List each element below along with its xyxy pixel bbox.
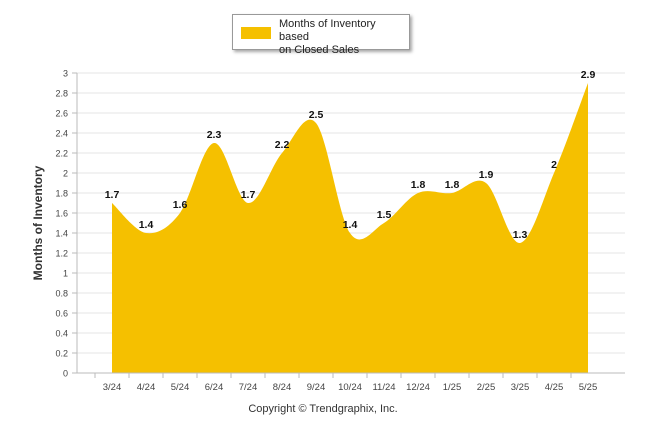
data-label: 2.9: [581, 69, 596, 81]
x-tick-label: 12/24: [406, 382, 430, 393]
data-label: 2.2: [275, 139, 290, 151]
y-tick-label: 1.4: [55, 229, 68, 239]
x-tick-label: 5/24: [171, 382, 190, 393]
y-tick-label: 2.8: [55, 89, 68, 99]
x-tick-label: 11/24: [372, 382, 395, 393]
x-tick-label: 3/25: [511, 382, 530, 393]
axes: [76, 73, 625, 374]
legend-label-line-2: on Closed Sales: [279, 44, 360, 56]
y-tick-label: 2.4: [55, 129, 68, 139]
x-tick-label: 8/24: [273, 382, 292, 393]
data-label: 1.3: [513, 229, 528, 241]
y-tick-label: 0.4: [55, 329, 68, 339]
y-tick-label: 1.6: [55, 209, 68, 219]
y-tick-label: 1.8: [55, 189, 68, 199]
x-tick-label: 4/24: [137, 382, 156, 393]
data-label: 1.4: [139, 219, 154, 231]
y-tick-label: 2: [63, 169, 68, 179]
legend-swatch: [241, 27, 271, 39]
y-tick-label: 1.2: [55, 249, 68, 259]
data-label: 2.3: [207, 129, 222, 141]
x-tick-label: 7/24: [239, 382, 258, 393]
x-tick-label: 9/24: [307, 382, 326, 393]
legend-label: Months of Inventory based on Closed Sale…: [279, 18, 407, 57]
legend-label-line-1: Months of Inventory based: [279, 18, 376, 43]
area-series: [112, 83, 588, 373]
area-fill: [112, 83, 588, 373]
data-label: 1.4: [343, 219, 358, 231]
y-tick-label: 0.6: [55, 309, 68, 319]
data-label: 1.6: [173, 199, 188, 211]
data-label: 1.7: [241, 189, 256, 201]
x-tick-label: 3/24: [103, 382, 122, 393]
y-tick-label: 2.6: [55, 109, 68, 119]
y-axis-label: Months of Inventory: [31, 165, 45, 280]
x-tick-label: 2/25: [477, 382, 496, 393]
data-label: 1.8: [445, 179, 460, 191]
x-tick-labels: 3/24 4/24 5/24 6/24 7/24 8/24 9/24 10/24 11/24 12…: [94, 373, 598, 393]
y-tick-label: 0: [63, 369, 68, 379]
y-tick-label: 3: [63, 69, 68, 79]
data-label: 1.9: [479, 169, 494, 181]
legend[interactable]: Months of Inventory based on Closed Sale…: [232, 14, 410, 56]
x-tick-label: 5/25: [579, 382, 598, 393]
data-label: 2.5: [309, 109, 324, 121]
data-label: 1.8: [411, 179, 426, 191]
copyright-text: Copyright © Trendgraphix, Inc.: [248, 403, 398, 415]
y-tick-labels: 0 0.2 0.4 0.6 0.8 1 1.2 1.4 1.6 1.8 2 2.2 2.4 2.6 2.8 3: [55, 69, 68, 379]
x-tick-label: 1/25: [443, 382, 462, 393]
y-tick-label: 2.2: [55, 149, 68, 159]
x-tick-label: 4/25: [545, 382, 564, 393]
data-labels: 1.7 1.4 1.6 2.3 1.7 2.2 2.5 1.4 1.5 1.8 1.8 1.9 1.3 2…: [105, 69, 596, 241]
y-tick-label: 1: [63, 269, 68, 279]
data-label: 1.5: [377, 209, 392, 221]
y-tick-label: 0.2: [55, 349, 68, 359]
y-tick-label: 0.8: [55, 289, 68, 299]
data-label: 1.7: [105, 189, 120, 201]
x-tick-label: 6/24: [205, 382, 224, 393]
x-tick-label: 10/24: [338, 382, 362, 393]
data-label: 2: [551, 159, 557, 171]
